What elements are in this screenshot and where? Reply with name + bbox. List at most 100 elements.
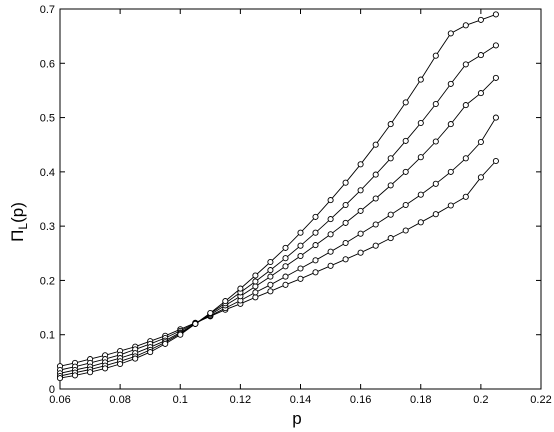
data-point	[387, 182, 394, 189]
data-point	[372, 141, 379, 148]
y-axis-label-subscript: L	[16, 223, 30, 230]
data-point	[492, 11, 499, 18]
data-point	[477, 174, 484, 181]
data-point	[312, 269, 319, 276]
series-3	[56, 74, 499, 377]
x-tick-label: 0.1	[173, 394, 188, 406]
data-point	[477, 138, 484, 146]
data-point	[237, 285, 244, 292]
data-point	[71, 372, 79, 379]
y-tick-label: 0.7	[40, 4, 55, 16]
data-point	[447, 168, 454, 175]
series-4	[56, 42, 499, 380]
data-point	[102, 365, 109, 372]
data-point	[417, 191, 424, 198]
series-line	[59, 13, 497, 379]
data-point	[282, 244, 289, 251]
data-point	[372, 195, 379, 202]
data-point	[297, 275, 304, 282]
data-point	[267, 288, 274, 295]
series-line	[59, 45, 497, 377]
series-2	[56, 114, 499, 374]
data-point	[357, 207, 364, 214]
data-point	[357, 249, 364, 256]
data-point	[282, 273, 289, 280]
data-point	[387, 121, 394, 128]
data-point	[492, 157, 499, 165]
data-point	[417, 219, 424, 226]
data-point	[177, 331, 184, 338]
y-axis-label-suffix: (p)	[8, 202, 27, 223]
y-tick-label: 0.2	[40, 275, 55, 287]
data-point	[387, 211, 394, 218]
data-point	[432, 211, 439, 218]
data-point	[417, 154, 424, 161]
x-tick-label: 0.2	[473, 394, 488, 406]
data-point	[312, 229, 319, 236]
data-point	[492, 42, 499, 49]
data-point	[462, 193, 469, 200]
data-point	[252, 272, 259, 279]
data-point	[372, 221, 379, 228]
x-tick-label: 0.14	[290, 394, 311, 406]
data-point	[432, 138, 439, 145]
data-point	[477, 90, 484, 97]
data-point	[342, 239, 349, 247]
x-tick-label: 0.06	[49, 394, 70, 406]
y-tick-label: 0	[49, 384, 55, 396]
data-point	[462, 61, 469, 68]
x-tick-label: 0.22	[530, 394, 551, 406]
plot-frame	[59, 8, 542, 390]
data-point	[402, 137, 409, 144]
data-point	[267, 258, 274, 266]
data-point	[282, 263, 289, 270]
data-point	[222, 298, 229, 305]
data-point	[297, 229, 304, 236]
ticks-group: 0.06 0.08 0.1 0.12 0.14 0.16 0.18 0.2 0.22 0 0.1 0.…	[40, 4, 552, 406]
data-point	[282, 255, 289, 262]
y-tick-label: 0.4	[40, 167, 55, 179]
series-line	[59, 117, 497, 371]
y-tick-label: 0.1	[40, 330, 55, 342]
data-point	[297, 265, 304, 272]
x-tick-label: 0.18	[410, 394, 431, 406]
data-point	[432, 52, 439, 59]
data-point	[252, 278, 259, 285]
data-point	[312, 242, 319, 249]
data-point	[417, 119, 424, 127]
data-point	[267, 267, 274, 274]
data-point	[462, 22, 469, 29]
data-point	[162, 340, 169, 347]
data-point	[477, 16, 484, 23]
data-point	[342, 179, 349, 186]
data-point	[447, 121, 454, 128]
y-tick-label: 0.5	[40, 113, 55, 125]
data-point	[432, 100, 439, 108]
y-tick-label: 0.6	[40, 58, 55, 70]
data-point	[387, 235, 394, 242]
data-point	[447, 80, 454, 87]
data-point	[402, 201, 409, 209]
data-point	[342, 201, 349, 209]
data-point	[132, 355, 139, 362]
data-point	[252, 289, 259, 296]
data-point	[327, 248, 334, 255]
data-point	[312, 257, 319, 264]
data-point	[402, 168, 409, 175]
data-point	[462, 102, 469, 109]
x-tick-label: 0.12	[230, 394, 251, 406]
data-point	[357, 161, 364, 168]
data-point	[327, 231, 334, 238]
data-point	[327, 197, 334, 204]
data-point	[342, 256, 349, 263]
data-point	[267, 273, 274, 280]
data-point	[402, 99, 409, 106]
x-tick-label: 0.16	[350, 394, 371, 406]
data-point	[252, 283, 259, 290]
data-point	[267, 281, 274, 288]
data-point	[492, 74, 499, 81]
data-point	[327, 262, 334, 269]
data-point	[372, 242, 379, 249]
y-tick-label: 0.3	[40, 221, 55, 233]
